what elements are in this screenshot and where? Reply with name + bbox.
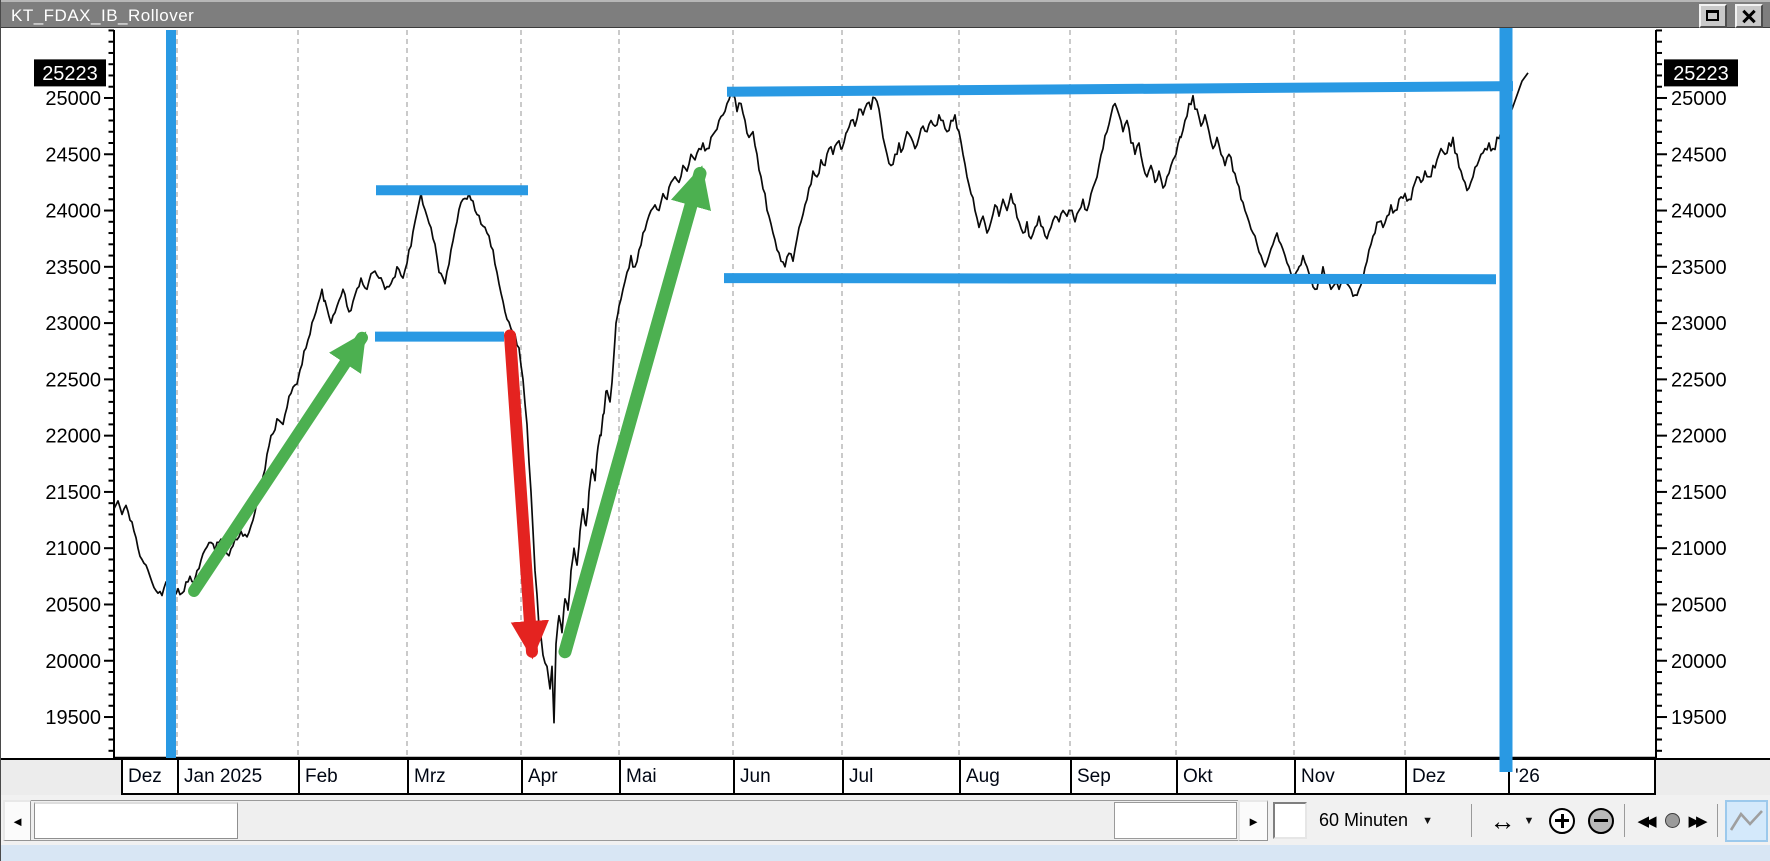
month-cell-Jun: Jun	[735, 760, 844, 793]
maximize-icon	[1706, 10, 1719, 21]
maximize-button[interactable]	[1699, 4, 1727, 28]
month-label: Apr	[528, 765, 558, 787]
zoom-in-icon	[1549, 807, 1575, 834]
x-axis-month-row: Dez Jan 2025 Feb Mrz Apr Mai Jun Jul Aug Sep Okt No…	[121, 758, 1656, 795]
month-cell-Dez: Dez	[1407, 760, 1510, 793]
scrollbar-thumb[interactable]	[34, 802, 238, 839]
month-cell-Sep: Sep	[1072, 760, 1178, 793]
scrollbar-right-panel	[1114, 802, 1237, 839]
month-cell-Nov: Nov	[1296, 760, 1407, 793]
month-label: Mai	[626, 765, 657, 787]
zoom-out-button[interactable]	[1585, 800, 1617, 841]
window-title: KT_FDAX_IB_Rollover	[11, 6, 195, 25]
chevron-down-icon: ▼	[1422, 814, 1433, 827]
month-cell-Aug: Aug	[961, 760, 1072, 793]
month-cell-Jan2025: Jan 2025	[179, 760, 300, 793]
step-forward-button[interactable]: ▶▶	[1683, 800, 1713, 841]
horizontal-pan-button[interactable]: ↔ ▼	[1485, 800, 1539, 841]
month-cell-Dez: Dez	[123, 760, 179, 793]
close-button[interactable]	[1735, 4, 1763, 28]
month-label: Jun	[740, 765, 771, 787]
month-cell-Apr: Apr	[523, 760, 621, 793]
zoom-out-icon	[1588, 807, 1614, 834]
month-cell-Okt: Okt	[1178, 760, 1296, 793]
month-label: Okt	[1183, 765, 1213, 787]
axis-corner-right	[1656, 758, 1770, 795]
axis-corner-left	[1, 758, 121, 795]
dot-icon	[1664, 813, 1680, 828]
month-label: Dez	[128, 765, 162, 787]
status-strip	[1, 845, 1770, 861]
double-left-arrow-icon: ◀◀	[1637, 812, 1656, 830]
double-right-arrow-icon: ▶▶	[1688, 812, 1707, 830]
zoom-in-button[interactable]	[1547, 800, 1577, 841]
chart-area[interactable]	[1, 28, 1770, 758]
toolbar-separator	[1624, 804, 1625, 837]
month-label: Sep	[1077, 765, 1111, 787]
month-label: Dez	[1412, 765, 1446, 787]
scroll-left-icon: ◄	[11, 813, 24, 829]
month-label: Mrz	[414, 765, 446, 787]
step-back-button[interactable]: ◀◀	[1632, 800, 1662, 841]
chevron-down-icon: ▼	[1523, 814, 1535, 827]
scrollbar-track[interactable]	[31, 800, 1238, 841]
bottom-toolbar: ◄ ► 60 Minuten ▼ ↔ ▼ ◀◀	[1, 795, 1770, 845]
month-cell-Mai: Mai	[621, 760, 735, 793]
scroll-right-icon: ►	[1247, 813, 1260, 829]
small-edit-box[interactable]	[1273, 802, 1307, 839]
month-label: Jul	[849, 765, 874, 787]
scroll-right-button[interactable]: ►	[1238, 800, 1268, 841]
timeframe-dropdown[interactable]: 60 Minuten ▼	[1319, 800, 1433, 841]
month-cell-26: '26	[1510, 760, 1658, 793]
toolbar-separator	[1717, 804, 1718, 837]
month-label: Feb	[305, 765, 338, 787]
month-cell-Mrz: Mrz	[409, 760, 523, 793]
month-cell-Jul: Jul	[844, 760, 961, 793]
line-chart-mode-button[interactable]	[1725, 800, 1768, 842]
month-cell-Feb: Feb	[300, 760, 409, 793]
toolbar-separator	[1471, 804, 1472, 837]
month-label: '26	[1515, 765, 1540, 787]
pause-dot-button[interactable]	[1662, 800, 1682, 841]
title-bar[interactable]: KT_FDAX_IB_Rollover	[1, 0, 1770, 28]
month-label: Aug	[966, 765, 1000, 787]
zigzag-line-icon	[1729, 810, 1763, 831]
timeframe-label: 60 Minuten	[1319, 810, 1409, 830]
month-label: Nov	[1301, 765, 1335, 787]
scroll-left-button[interactable]: ◄	[3, 800, 31, 841]
month-label: Jan 2025	[184, 765, 263, 787]
horizontal-arrows-icon: ↔	[1489, 805, 1516, 836]
